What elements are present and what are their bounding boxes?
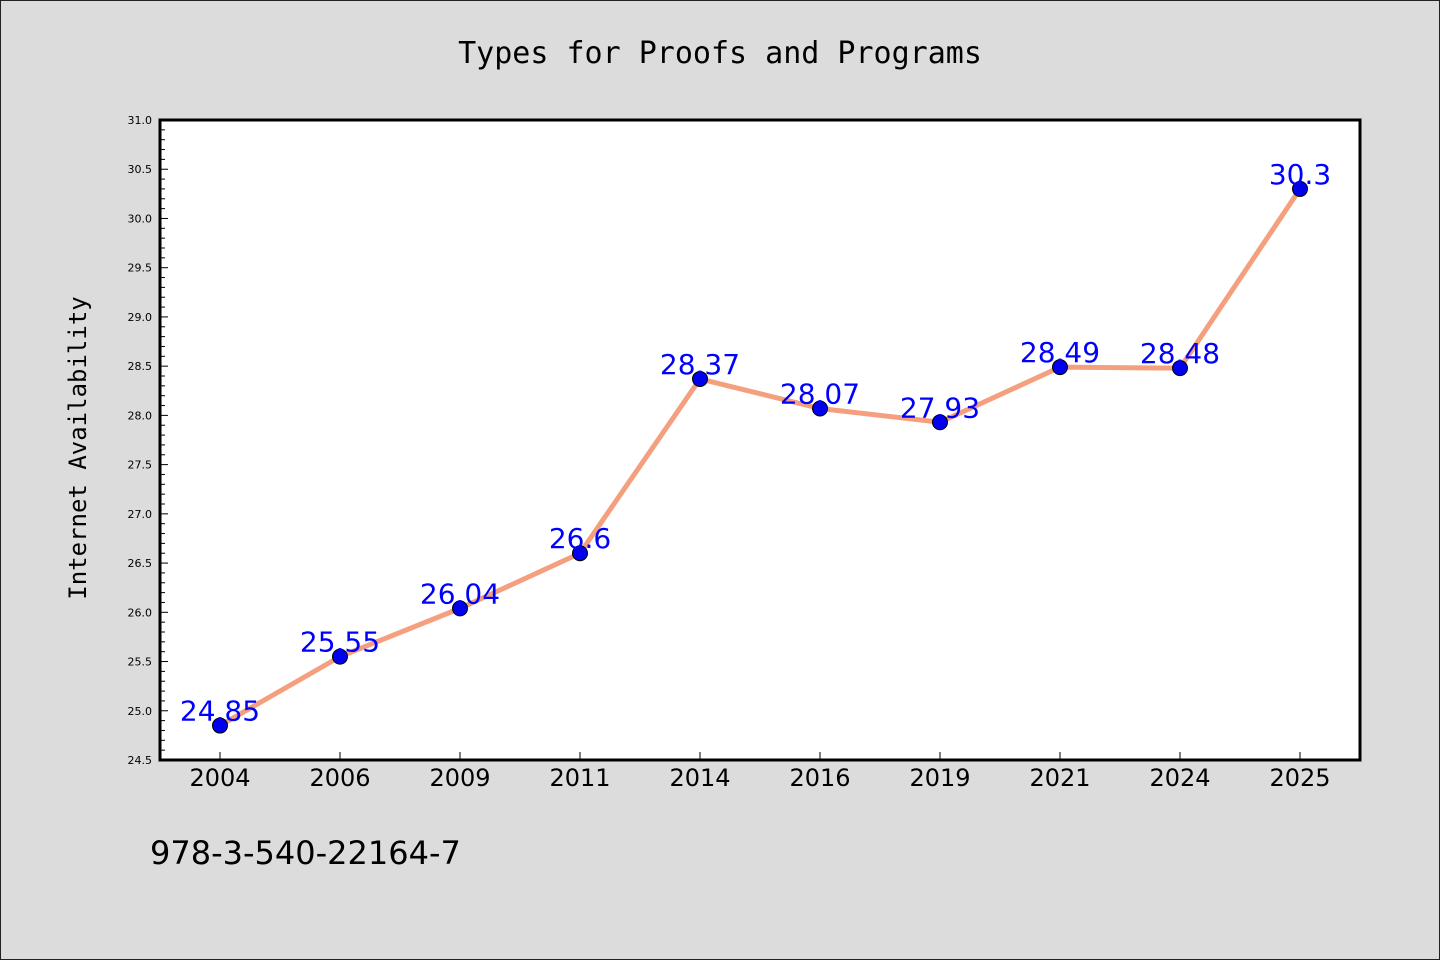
data-label: 28.48	[1140, 337, 1220, 370]
y-tick-label: 30.0	[128, 212, 153, 225]
data-label: 28.07	[780, 377, 860, 410]
data-label: 26.6	[549, 522, 611, 555]
data-point	[932, 414, 948, 431]
x-tick-label: 2021	[1029, 764, 1090, 792]
y-tick-label: 29.0	[128, 311, 153, 324]
y-tick-label: 28.5	[128, 360, 153, 373]
axes: 24.5 25.0 25.5 26.0 26.5 27.0 27.5 28.0 28.5 29.0…	[128, 114, 1331, 792]
data-point	[1052, 359, 1068, 376]
data-point	[692, 370, 708, 387]
x-tick-label: 2025	[1269, 764, 1330, 792]
y-tick-label: 27.5	[128, 459, 153, 472]
data-label: 26.04	[420, 577, 500, 610]
x-tick-label: 2024	[1149, 764, 1210, 792]
data-point	[1172, 360, 1188, 377]
series-line	[217, 186, 1303, 729]
x-tick-label: 2016	[789, 764, 850, 792]
y-tick-label: 28.0	[128, 409, 153, 422]
x-tick-label: 2019	[909, 764, 970, 792]
x-tick-label: 2006	[309, 764, 370, 792]
plot-area	[160, 120, 1360, 760]
isbn-annotation: 978-3-540-22164-7	[150, 834, 461, 872]
y-tick-label: 29.5	[128, 262, 153, 275]
data-label: 24.85	[180, 695, 260, 728]
data-point	[1292, 180, 1308, 197]
data-point	[812, 400, 828, 417]
x-tick-label: 2004	[189, 764, 250, 792]
data-point	[452, 600, 468, 617]
x-tick-label: 2014	[669, 764, 730, 792]
y-tick-label: 27.0	[128, 508, 153, 521]
data-label: 25.55	[300, 626, 380, 659]
data-point	[212, 717, 228, 734]
data-label: 30.3	[1269, 158, 1331, 191]
y-tick-label: 30.5	[128, 163, 153, 176]
y-tick-label: 25.0	[128, 705, 153, 718]
plot-frame	[158, 118, 1362, 762]
y-tick-label: 25.5	[128, 656, 153, 669]
x-tick-label: 2011	[549, 764, 610, 792]
data-label: 28.37	[660, 348, 740, 381]
x-tick-label: 2009	[429, 764, 490, 792]
y-tick-label: 31.0	[128, 114, 153, 127]
chart-title: Types for Proofs and Programs	[458, 36, 982, 71]
y-axis-label: Internet Availability	[64, 296, 92, 599]
data-label: 27.93	[900, 391, 980, 424]
data-point	[572, 545, 588, 562]
data-label: 28.49	[1020, 336, 1100, 369]
y-tick-label: 24.5	[128, 754, 153, 767]
y-tick-label: 26.0	[128, 606, 153, 619]
data-point	[332, 648, 348, 665]
y-tick-label: 26.5	[128, 557, 153, 570]
series: 24.85 25.55 26.04 26.6 28.37 28.07 27.93 28.49 2…	[180, 158, 1331, 734]
